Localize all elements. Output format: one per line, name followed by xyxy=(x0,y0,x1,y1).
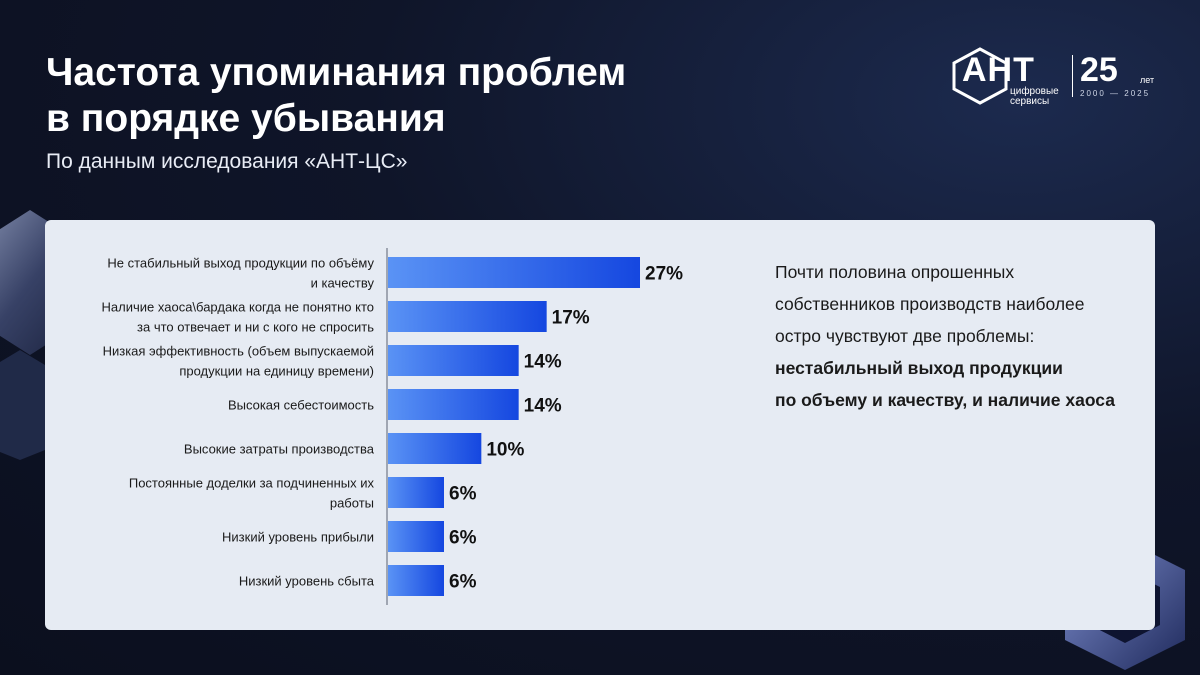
bar-category-label: Низкая эффективность (объем выпускаемой п… xyxy=(103,344,374,379)
bar-category-label: Низкий уровень сбыта xyxy=(239,574,375,589)
bar-chart: 27% Не стабильный выход продукции по объё… xyxy=(102,248,683,605)
logo-hexagon-icon xyxy=(952,47,1008,105)
bar xyxy=(388,433,482,464)
logo-subtitle-line-1: цифровые xyxy=(1010,86,1059,97)
logo-anniversary-unit: лет xyxy=(1140,75,1155,85)
bar-category-label: Высокая себестоимость xyxy=(228,398,374,413)
note-bold-line-1: нестабильный выход продукции xyxy=(775,358,1063,378)
bar-category-label: Постоянные доделки за подчиненных их рабо… xyxy=(129,476,375,511)
logo-subtitle-line-2: сервисы xyxy=(1010,96,1050,107)
bar-category-label: Низкий уровень прибыли xyxy=(222,530,374,545)
bar-value-label: 6% xyxy=(449,484,477,505)
bar xyxy=(388,389,519,420)
bar-category-label: Не стабильный выход продукции по объёму и… xyxy=(107,256,374,291)
bar-value-label: 6% xyxy=(449,528,477,549)
logo-subtitle: цифровые сервисы xyxy=(1010,87,1070,107)
note-line-1: Почти половина опрошенных xyxy=(775,262,1015,282)
logo-anniversary-number: 25 xyxy=(1080,51,1118,89)
note-line-2: собственников производств наиболее xyxy=(775,294,1085,314)
bar-value-label: 6% xyxy=(449,572,477,593)
page-title: Частота упоминания проблем в порядке убы… xyxy=(46,50,626,142)
page-subtitle: По данным исследования «АНТ-ЦС» xyxy=(46,150,408,173)
content-panel: 27% Не стабильный выход продукции по объё… xyxy=(45,220,1155,630)
bar xyxy=(388,257,640,288)
bar xyxy=(388,477,444,508)
note-line-3: остро чувствуют две проблемы: xyxy=(775,326,1035,346)
bar-value-label: 10% xyxy=(486,440,524,461)
bar-value-label: 14% xyxy=(524,352,562,373)
summary-note: Почти половина опрошенных собственников … xyxy=(775,256,1135,416)
title-line-1: Частота упоминания проблем xyxy=(46,51,627,94)
bar xyxy=(388,521,444,552)
bar xyxy=(388,345,519,376)
note-bold-line-2: по объему и качеству, и наличие хаоса xyxy=(775,390,1115,410)
bar xyxy=(388,565,444,596)
bar-category-label: Наличие хаоса\бардака когда не понятно к… xyxy=(102,300,375,335)
bar-category-label: Высокие затраты производства xyxy=(184,442,375,457)
logo-wordmark: АНТ xyxy=(962,51,1035,89)
bar xyxy=(388,301,547,332)
title-line-2: в порядке убывания xyxy=(46,97,446,140)
logo-divider xyxy=(1072,55,1073,97)
brand-logo: АНТ цифровые сервисы 25 лет 2000 — 2025 xyxy=(950,45,1165,107)
logo-years: 2000 — 2025 xyxy=(1080,89,1151,98)
bar-value-label: 14% xyxy=(524,396,562,417)
bar-value-label: 17% xyxy=(552,308,590,329)
bar-value-label: 27% xyxy=(645,264,683,285)
